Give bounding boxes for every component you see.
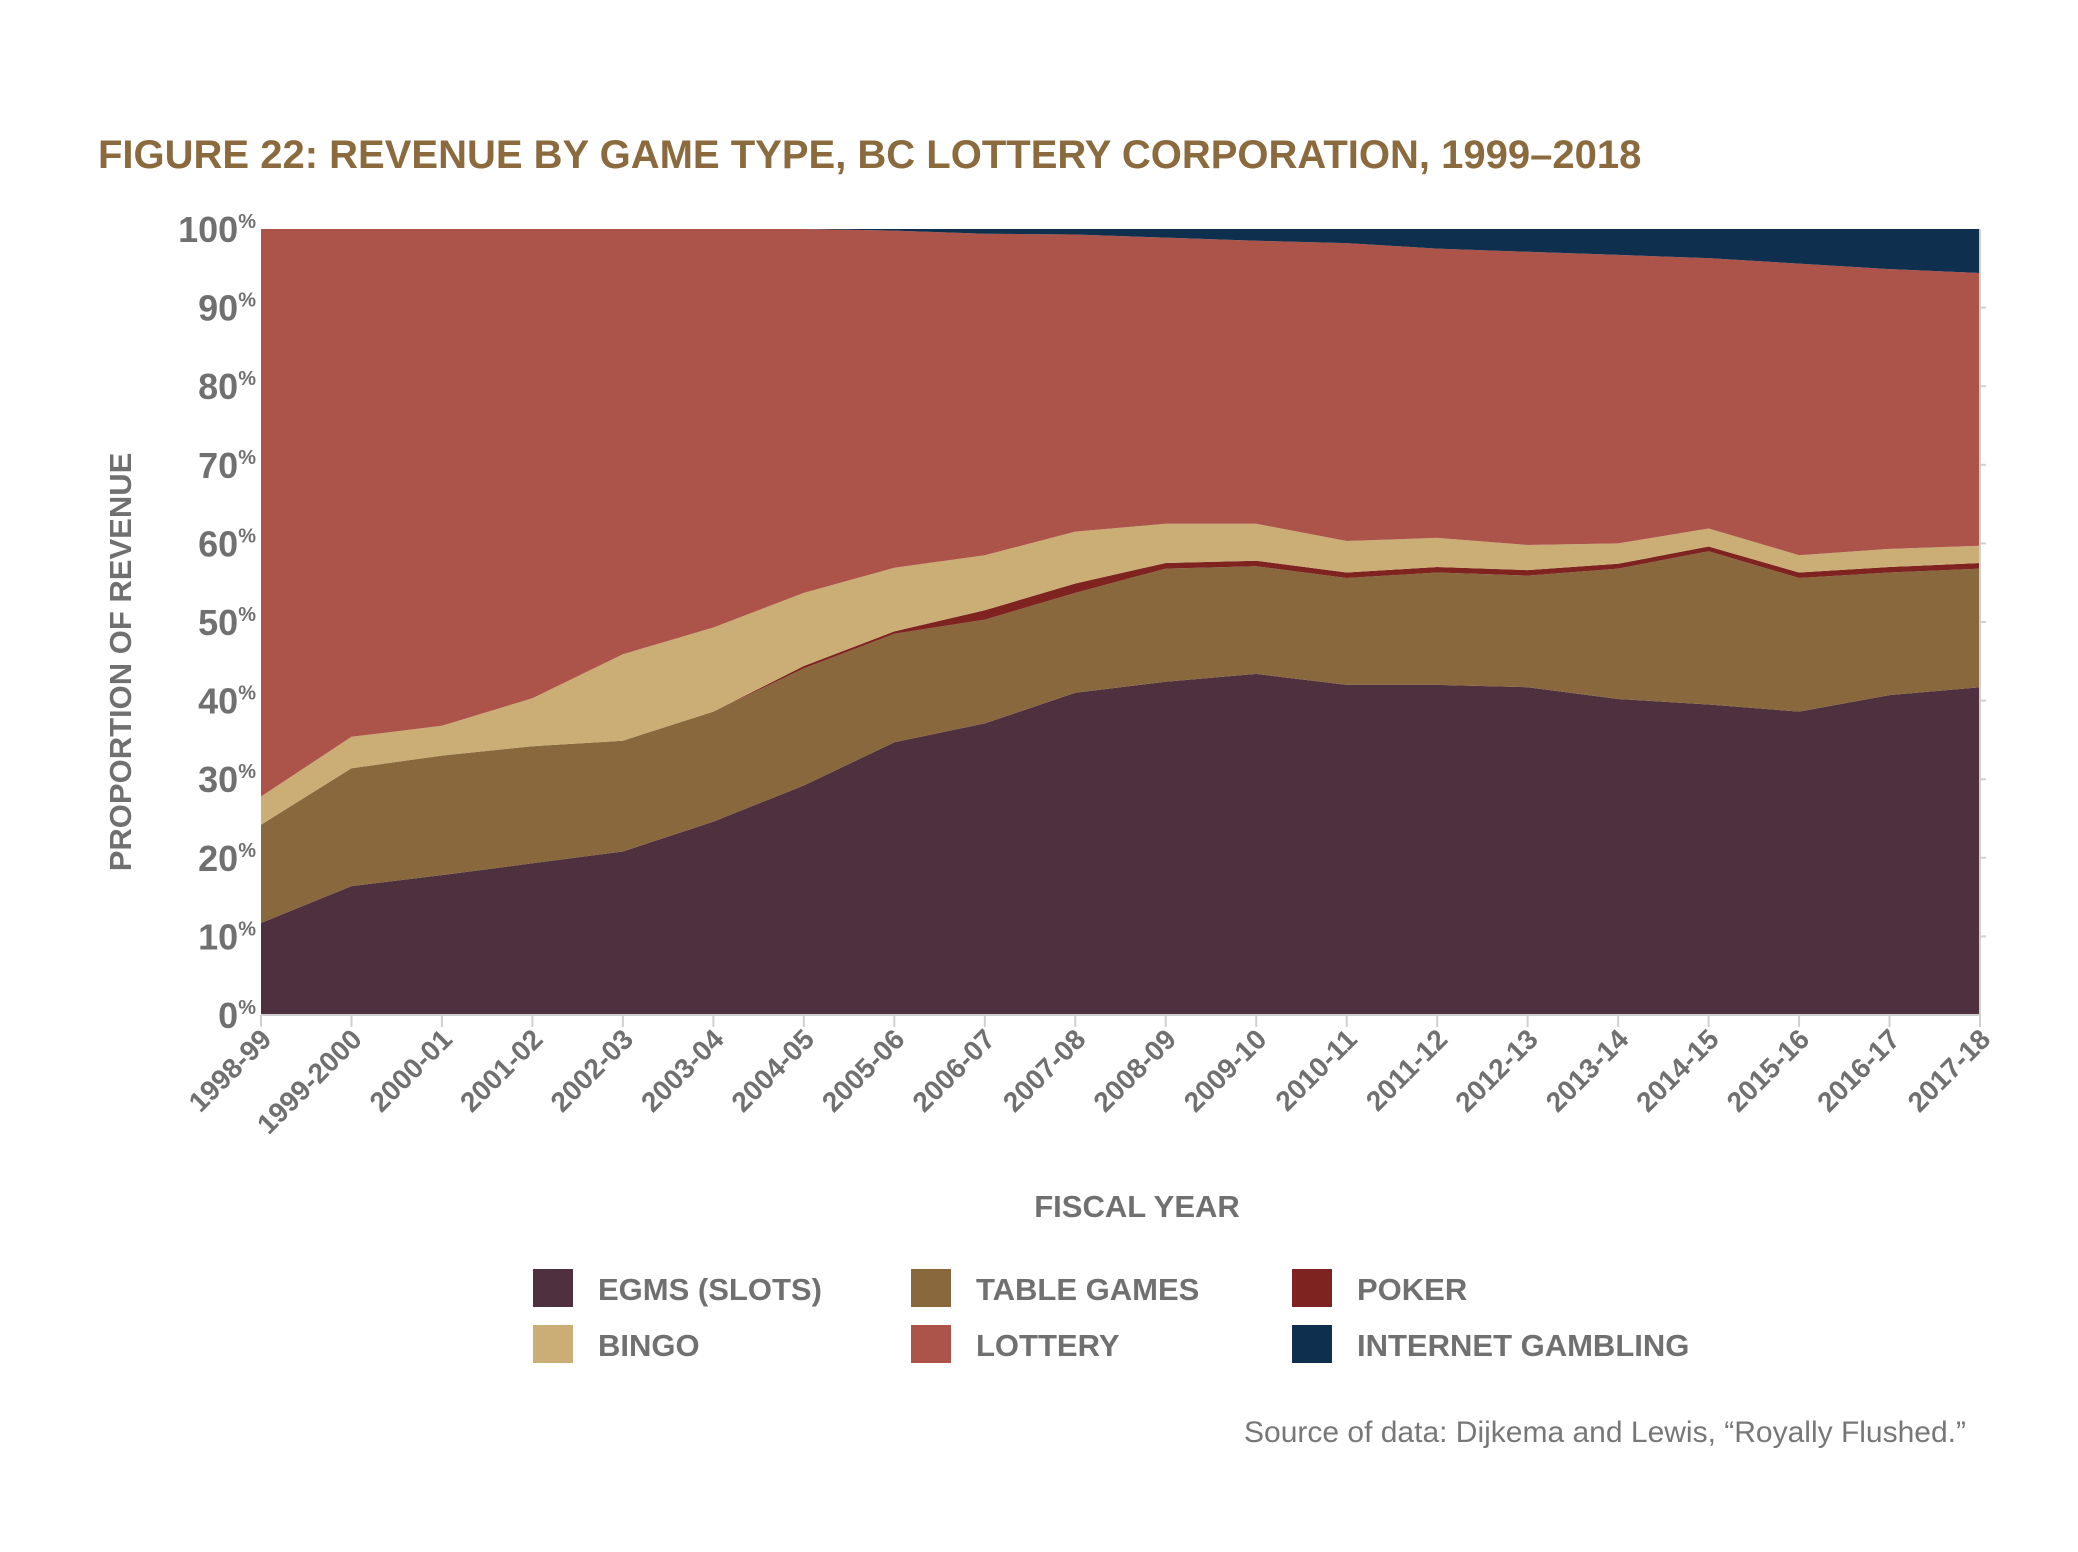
chart-title: FIGURE 22: REVENUE BY GAME TYPE, BC LOTT…: [98, 133, 1641, 177]
x-tick-label: 2000-01: [364, 1023, 459, 1118]
x-tick-label: 2011-12: [1360, 1023, 1453, 1116]
x-tick-label: 2007-08: [997, 1023, 1092, 1118]
legend-label: BINGO: [598, 1328, 700, 1363]
x-tick-label: 2017-18: [1902, 1023, 1997, 1118]
y-axis-label: PROPORTION OF REVENUE: [103, 453, 138, 872]
x-tick-label: 2012-13: [1449, 1023, 1544, 1118]
y-tick-label: 30%: [198, 759, 256, 800]
legend-label: POKER: [1357, 1272, 1467, 1307]
x-tick-label: 1998-99: [183, 1023, 278, 1118]
x-tick-label: 2013-14: [1540, 1023, 1635, 1118]
area-lottery: [261, 229, 1980, 797]
area-bingo: [261, 523, 1980, 825]
legend-item: LOTTERY: [911, 1325, 1120, 1363]
x-tick-label: 2006-07: [906, 1023, 1001, 1118]
legend-item: INTERNET GAMBLING: [1292, 1325, 1689, 1363]
legend-item: BINGO: [533, 1325, 700, 1363]
x-tick-label: 2014-15: [1630, 1023, 1725, 1118]
legend-label: TABLE GAMES: [976, 1272, 1199, 1307]
legend-label: LOTTERY: [976, 1328, 1120, 1363]
x-tick-label: 2015-16: [1721, 1023, 1816, 1118]
y-tick-label: 40%: [198, 681, 256, 722]
plot-areas: [261, 229, 1980, 1015]
legend-item: TABLE GAMES: [911, 1269, 1199, 1307]
y-tick-label: 0%: [218, 995, 256, 1036]
y-tick-label: 100%: [178, 209, 256, 250]
source-note: Source of data: Dijkema and Lewis, “Roya…: [1244, 1416, 1966, 1449]
x-tick-label: 2009-10: [1178, 1023, 1273, 1118]
legend-swatch: [911, 1269, 951, 1307]
x-tick-label: 2010-11: [1269, 1023, 1362, 1116]
legend-item: EGMS (SLOTS): [533, 1269, 822, 1307]
legend-swatch: [1292, 1269, 1332, 1307]
x-tick-label: 2002-03: [545, 1023, 640, 1118]
x-tick-label: 2005-06: [816, 1023, 911, 1118]
x-tick-label: 2003-04: [635, 1023, 730, 1118]
x-axis-label: FISCAL YEAR: [1034, 1189, 1240, 1224]
y-tick-label: 90%: [198, 288, 256, 329]
area-internet-gambling: [261, 229, 1980, 273]
y-tick-label: 10%: [198, 916, 256, 957]
y-tick-label: 80%: [198, 366, 256, 407]
x-tick-label: 2016-17: [1811, 1023, 1906, 1118]
x-tick-label: 2008-09: [1087, 1023, 1182, 1118]
legend-item: POKER: [1292, 1269, 1467, 1307]
legend: EGMS (SLOTS) TABLE GAMES POKER BINGO LOTTERY…: [533, 1269, 1689, 1363]
legend-swatch: [533, 1269, 573, 1307]
legend-label: INTERNET GAMBLING: [1357, 1328, 1689, 1363]
y-tick-label: 70%: [198, 445, 256, 486]
legend-swatch: [1292, 1325, 1332, 1363]
legend-label: EGMS (SLOTS): [598, 1272, 822, 1307]
y-tick-label: 50%: [198, 602, 256, 643]
y-tick-label: 60%: [198, 523, 256, 564]
legend-swatch: [911, 1325, 951, 1363]
y-tick-label: 20%: [198, 838, 256, 879]
area-table-games: [261, 551, 1980, 923]
x-tick-label: 2004-05: [725, 1023, 820, 1118]
area-egms-slots: [261, 673, 1980, 1015]
x-tick-label: 2001-02: [454, 1023, 549, 1118]
legend-swatch: [533, 1325, 573, 1363]
area-poker: [261, 546, 1980, 825]
